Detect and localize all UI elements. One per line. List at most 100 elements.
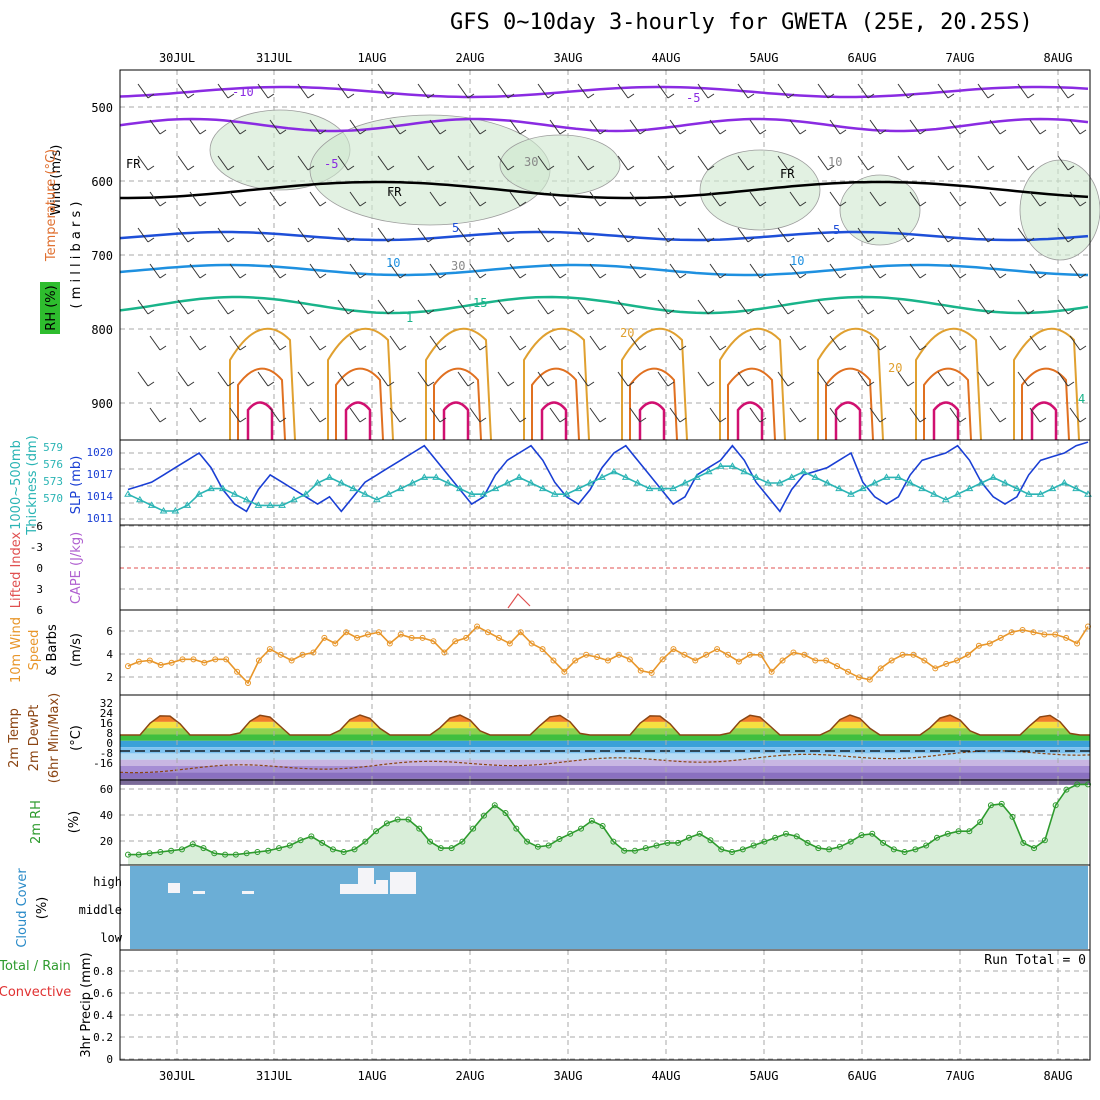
wind-barb-flag	[519, 417, 527, 423]
wind-barb-flag	[1027, 309, 1035, 315]
wind-barb	[989, 335, 1001, 351]
wind-barb-flag	[707, 93, 715, 99]
rh-line-point	[729, 849, 736, 855]
thickness-line-point	[538, 484, 547, 492]
thickness-line-point	[586, 479, 595, 486]
slp-tick-label: 1017	[87, 468, 114, 481]
wind-speed-line-point	[190, 656, 197, 663]
wind-barb-flag	[719, 201, 727, 207]
contour-label: 30	[524, 155, 538, 169]
wind-barb-flag	[559, 417, 567, 423]
wind-speed-line-point	[1030, 629, 1037, 636]
wind-barb-flag	[199, 345, 207, 351]
wind-barb	[417, 155, 429, 171]
wind-speed-line-point	[397, 631, 404, 638]
wind-barb	[389, 119, 401, 135]
rh-line-point	[178, 846, 185, 853]
wind-barb-flag	[1067, 309, 1075, 315]
wind-barb-flag	[439, 417, 447, 423]
wind-barb-flag	[1079, 273, 1087, 279]
rh-line-point	[556, 836, 563, 842]
rh-line-point	[459, 838, 466, 845]
wind-barb-flag	[347, 237, 355, 243]
wind-barb-flag	[227, 381, 235, 387]
wind-barb	[417, 371, 429, 387]
rh-line-point	[405, 816, 412, 823]
wind-barb	[377, 299, 389, 315]
wind-barb	[949, 119, 961, 135]
wind-barb-flag	[507, 93, 515, 99]
isotherm-lobe-25	[237, 367, 286, 441]
wind-barb	[217, 155, 229, 171]
wind-barb	[537, 83, 549, 99]
wind-barb-flag	[427, 309, 435, 315]
thickness-line-point	[693, 473, 701, 480]
wind-barb-flag	[479, 345, 487, 351]
rh-line-point	[329, 846, 336, 853]
contour-label: 30	[451, 259, 465, 273]
rh-line-point	[545, 842, 552, 849]
wind-barb	[949, 407, 961, 423]
wind-barb	[697, 155, 709, 171]
wind-barb	[229, 407, 241, 423]
li-trace	[507, 593, 531, 609]
wind-speed-line-point	[932, 665, 939, 672]
wind-barb-flag	[1079, 417, 1087, 423]
wind-barb	[589, 119, 601, 135]
wind-barb-flag	[719, 417, 727, 423]
wind-barb	[337, 371, 349, 387]
wind-barb	[1057, 299, 1069, 315]
wind-barb-flag	[439, 345, 447, 351]
wind-barb-flag	[667, 309, 675, 315]
wind-barb-flag	[679, 417, 687, 423]
wind-barb	[749, 119, 761, 135]
wind-barb-flag	[427, 381, 435, 387]
thickness-line-point	[408, 479, 417, 486]
temp-line	[120, 714, 1090, 736]
thickness-line-point	[207, 484, 215, 492]
wind-barb	[509, 191, 521, 207]
rh-line-point	[804, 839, 811, 846]
rh-line-point	[146, 850, 153, 857]
wind-barb	[189, 335, 201, 351]
temp-tick-label: 24	[100, 707, 114, 720]
wind-barb	[217, 83, 229, 99]
wind-speed-line-point	[670, 646, 677, 653]
rh-line-point	[470, 825, 477, 832]
wind-barb-flag	[279, 129, 287, 135]
isotherm-lobe-30	[834, 401, 862, 440]
wind-barb	[937, 83, 949, 99]
wind-barb	[469, 263, 481, 279]
thickness-line-point	[455, 484, 464, 492]
wind-barb-flag	[399, 201, 407, 207]
thickness-line-point	[835, 484, 843, 492]
thickness-line-point	[337, 479, 346, 486]
wind-barb	[629, 119, 641, 135]
wind-barb	[817, 227, 829, 243]
wind-barb	[657, 155, 669, 171]
thickness-line-point	[1048, 484, 1057, 492]
wind-barb	[1029, 335, 1041, 351]
wind-barb-flag	[399, 417, 407, 423]
wind-barb-flag	[827, 165, 835, 171]
label-barbs: & Barbs	[45, 624, 60, 676]
rh-line-point	[696, 830, 703, 837]
li-tick-label: 3	[36, 583, 43, 596]
thickness-line-point	[811, 473, 820, 480]
wind-barb	[989, 263, 1001, 279]
wind-barb	[989, 191, 1001, 207]
isotherm-lobe-30	[344, 401, 372, 440]
thickness-line-point	[230, 490, 239, 497]
wind-speed-line-point	[855, 674, 862, 681]
wind-speed-line-point	[626, 656, 633, 663]
wind-barb-flag	[787, 237, 795, 243]
rh-line-point	[772, 834, 779, 841]
wind-barb	[537, 155, 549, 171]
label-wind-speed: Speed	[27, 630, 42, 671]
wind-barb	[549, 335, 561, 351]
wind-speed-line-point	[1063, 634, 1070, 641]
isotherm-lobe-20	[621, 327, 688, 441]
wind-speed-line-point	[768, 668, 775, 675]
thickness-line-point	[989, 473, 998, 480]
wind-barb	[897, 371, 909, 387]
